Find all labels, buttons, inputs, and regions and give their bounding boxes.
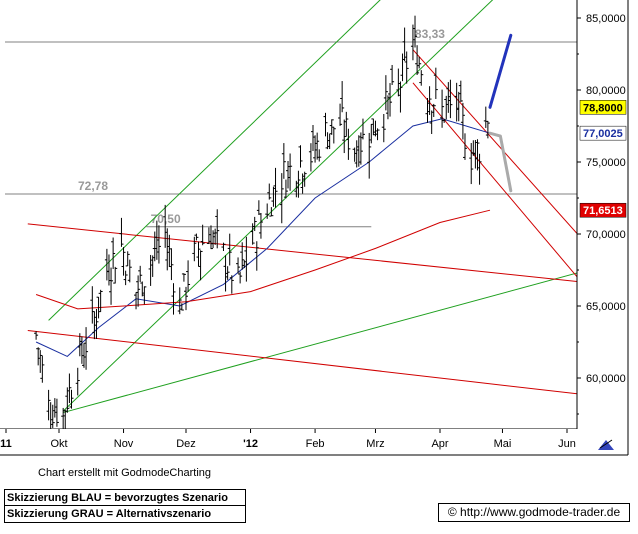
pen-stroke-icon (599, 439, 613, 449)
legend-gray-scenario: Skizzierung GRAU = Alternativszenario (4, 505, 246, 523)
x-tick-label: '12 (243, 438, 258, 450)
y-tick-label: 60,0000 (586, 373, 626, 385)
x-tick-label: Feb (306, 438, 325, 450)
trendline (63, 272, 577, 414)
x-tick-label: 11 (0, 438, 12, 450)
x-axis-band (0, 429, 638, 455)
x-tick-label: Jun (558, 438, 576, 450)
moving-average-line (35, 118, 491, 357)
chart-credit: Chart erstellt mit GodmodeCharting (38, 467, 212, 479)
trendline (412, 49, 577, 235)
y-tick-label: 75,0000 (586, 157, 626, 169)
y-tick-label: 85,0000 (586, 13, 626, 25)
level-label: 70,50 (151, 212, 181, 226)
level-label: 83,33 (415, 27, 445, 41)
price-box-bg (579, 202, 627, 218)
price-box-label: 71,6513 (583, 205, 623, 217)
price-box-label: 78,8000 (583, 102, 623, 114)
price-box: 77,0025 (579, 125, 627, 141)
price-box: 71,6513 (579, 202, 627, 218)
price-box: 78,8000 (579, 100, 627, 115)
plot-area: 83,33 72,78 70,50 (5, 0, 577, 429)
y-tick-label: 70,0000 (586, 229, 626, 241)
y-tick-label: 65,0000 (586, 301, 626, 313)
axes: 60,0000 65,0000 70,0000 75,0000 80,0000 85,00… (0, 0, 638, 456)
scenario-arrow (488, 131, 513, 193)
y-tick-label: 80,0000 (586, 85, 626, 97)
drawing-tool-icon (598, 439, 614, 450)
price-box-bg (579, 125, 627, 141)
trendline (412, 82, 577, 278)
trendline (27, 223, 577, 282)
price-bars (34, 15, 490, 429)
trendline (62, 0, 494, 412)
x-tick-label: Mai (494, 438, 512, 450)
triangle-icon (598, 440, 614, 450)
source-url[interactable]: © http://www.godmode-trader.de (438, 503, 630, 522)
scenario-arrow (488, 33, 513, 109)
x-tick-label: Apr (431, 438, 448, 450)
price-box-label: 77,0025 (583, 128, 623, 140)
x-tick-label: Nov (114, 438, 134, 450)
trendline (27, 329, 577, 395)
x-tick-label: Mrz (366, 438, 384, 450)
x-tick-label: Okt (50, 438, 67, 450)
price-box-bg (579, 100, 627, 115)
level-label: 72,78 (78, 179, 108, 193)
moving-average-line (35, 209, 491, 310)
x-tick-label: Dez (176, 438, 196, 450)
trendline (48, 0, 381, 321)
